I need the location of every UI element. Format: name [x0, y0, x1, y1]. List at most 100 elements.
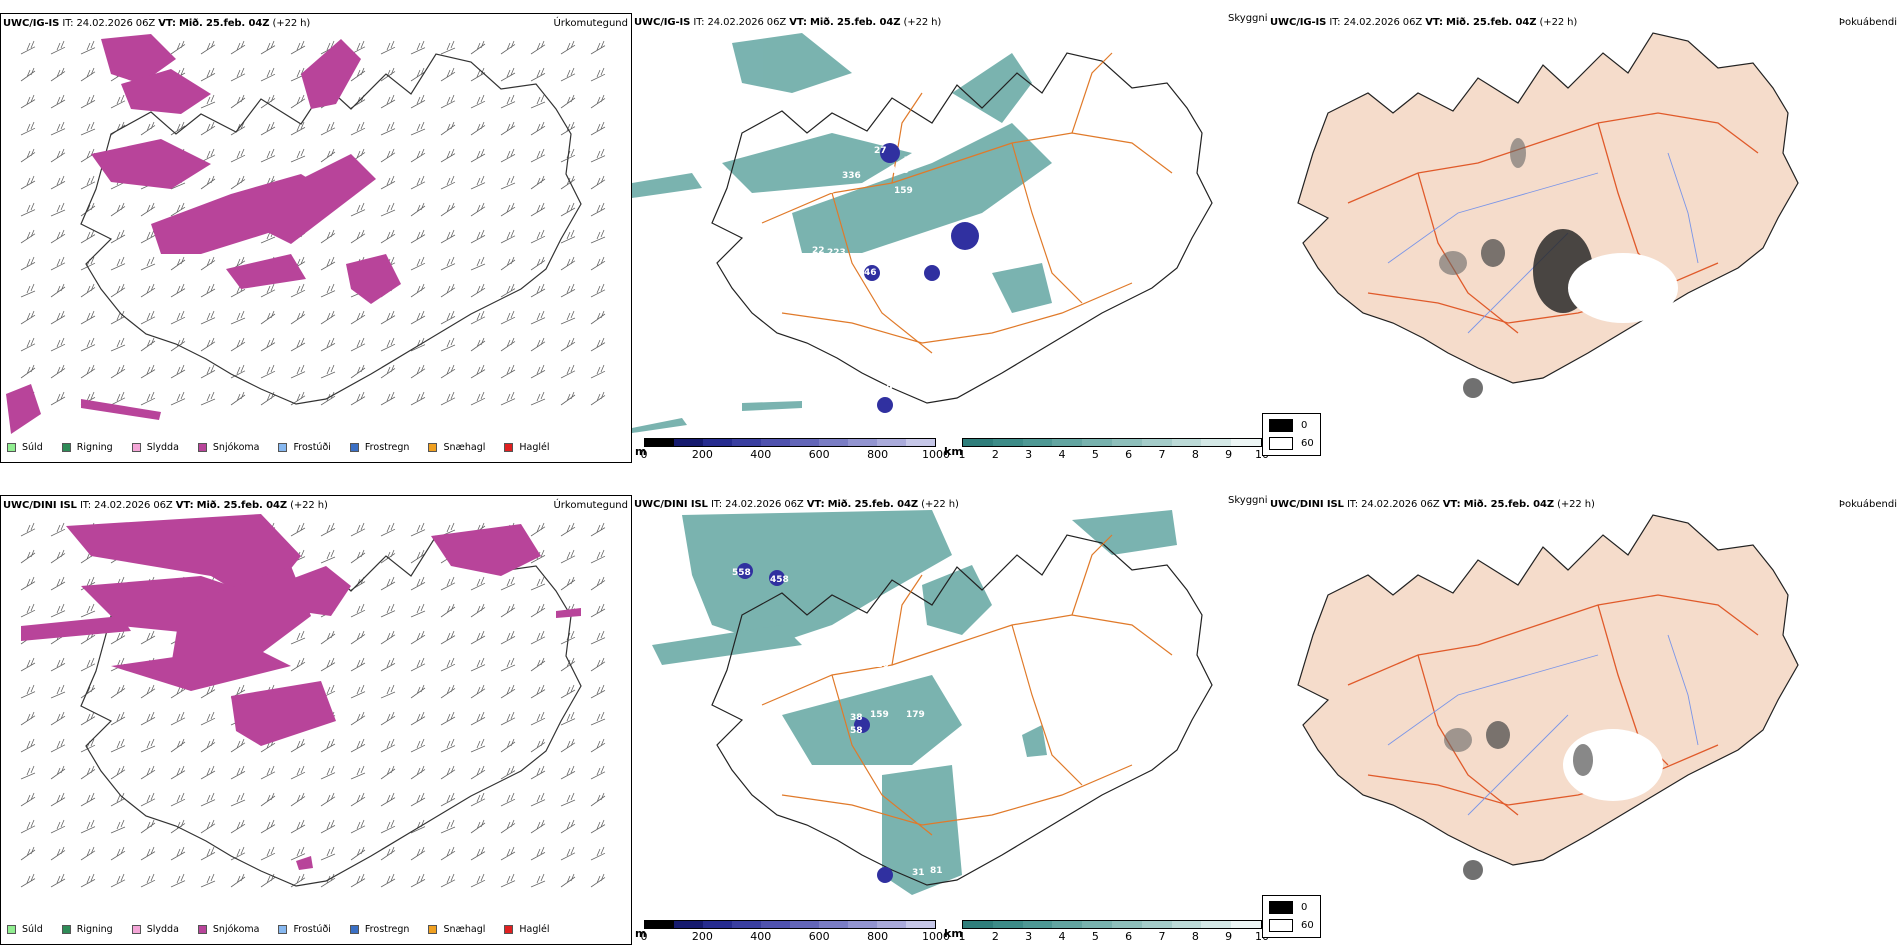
snow-areas: [6, 34, 401, 434]
wind-barb: [230, 310, 246, 325]
height-unit: m: [635, 445, 647, 458]
wind-barb: [410, 202, 426, 217]
legend-item: Snæhagl: [428, 442, 485, 453]
wind-barb: [530, 576, 546, 591]
wind-barb: [560, 792, 576, 807]
colorbar-tick: 400: [750, 448, 772, 461]
wind-barb: [230, 792, 246, 807]
wind-barb: [560, 765, 576, 780]
wind-barb: [410, 738, 426, 753]
wind-barb: [230, 67, 246, 82]
wind-barb: [440, 121, 456, 136]
visibility-unit: km: [944, 445, 963, 458]
wind-barb: [470, 819, 486, 834]
legend-swatch: [504, 925, 514, 934]
wind-barb: [590, 657, 606, 672]
wind-barb: [260, 121, 276, 136]
wind-barb: [530, 684, 546, 699]
iceland-land: [1297, 514, 1799, 866]
wind-barb: [560, 657, 576, 672]
wind-barb: [80, 873, 96, 888]
wind-barb: [470, 256, 486, 271]
wind-barb: [110, 711, 126, 726]
wind-barb: [440, 283, 456, 298]
colorbar-step: [906, 921, 935, 928]
colorbar-step: [963, 439, 993, 446]
wind-barb: [290, 40, 306, 55]
wind-barb: [320, 846, 336, 861]
legend-swatch: [1269, 901, 1293, 914]
wind-barb: [470, 711, 486, 726]
wind-barb: [170, 256, 186, 271]
wind-barb: [410, 549, 426, 564]
wind-barb: [290, 364, 306, 379]
wind-barb: [440, 67, 456, 82]
wind-barb: [230, 94, 246, 109]
wind-barb: [140, 792, 156, 807]
wind-barb: [380, 175, 396, 190]
wind-barb: [290, 283, 306, 298]
wind-barb: [200, 684, 216, 699]
height-label: 179: [906, 710, 925, 720]
colorbar-step: [819, 921, 848, 928]
wind-barb: [440, 256, 456, 271]
legend-swatch: [197, 925, 207, 934]
colorbar-step: [963, 921, 993, 928]
wind-barb: [410, 283, 426, 298]
wind-barb: [590, 630, 606, 645]
wind-barb: [530, 94, 546, 109]
legend-swatch: [7, 443, 16, 452]
wind-barb: [140, 630, 156, 645]
wind-barb: [80, 310, 96, 325]
wind-barb: [590, 283, 606, 298]
wind-barb: [230, 40, 246, 55]
wind-barb: [410, 792, 426, 807]
colorbar-step: [1141, 439, 1172, 446]
wind-barb: [440, 202, 456, 217]
wind-barb: [440, 603, 456, 618]
wind-barb: [590, 603, 606, 618]
colorbar-tick: 0: [640, 930, 648, 943]
wind-barb: [110, 765, 126, 780]
visibility-unit: km: [944, 927, 963, 940]
colorbar-tick: 200: [691, 930, 713, 943]
wind-barb: [500, 603, 516, 618]
wind-barb: [380, 738, 396, 753]
height-label: 92: [867, 251, 880, 261]
wind-barb: [260, 337, 276, 352]
wind-barb: [170, 364, 186, 379]
wind-barb: [410, 765, 426, 780]
wind-barb: [410, 630, 426, 645]
height-label: 46: [864, 268, 877, 278]
wind-barb: [560, 873, 576, 888]
colorbar-step: [761, 439, 790, 446]
legend-swatch: [61, 443, 71, 452]
colorbar-step: [790, 921, 819, 928]
wind-barb: [230, 391, 246, 406]
height-labels: 230 27 756 406 336 28 159 22 223 31 92 1…: [810, 131, 971, 399]
wind-barb: [470, 337, 486, 352]
wind-barb: [440, 657, 456, 672]
wind-barb: [440, 792, 456, 807]
colorbar-ticks: 12345678910: [959, 448, 1270, 461]
height-label: 159: [894, 186, 913, 196]
colorbar-boxes: [644, 438, 936, 447]
wind-barb: [470, 229, 486, 244]
height-label: 81: [930, 866, 943, 876]
wind-barb: [470, 202, 486, 217]
cloud-panel-row1: UWC/IG-IS IT: 24.02.2026 06Z VT: Mið. 25…: [632, 13, 1270, 463]
wind-barb: [50, 148, 66, 163]
wind-barb: [290, 765, 306, 780]
wind-barb: [200, 765, 216, 780]
wind-barb: [350, 684, 366, 699]
wind-barb: [20, 202, 36, 217]
wind-barb: [140, 364, 156, 379]
colorbar-ticks: 0 200 400 600 800 1000: [641, 448, 951, 461]
wind-barb: [470, 576, 486, 591]
colorbar-step: [703, 439, 732, 446]
wind-barb: [350, 364, 366, 379]
wind-barb: [140, 738, 156, 753]
wind-barb: [590, 846, 606, 861]
wind-barb: [50, 549, 66, 564]
wind-barb: [200, 40, 216, 55]
